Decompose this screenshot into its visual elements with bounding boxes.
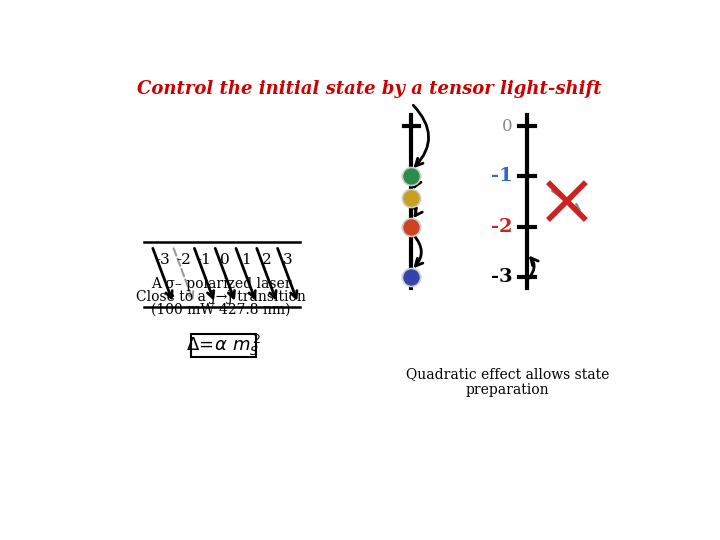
Text: 0: 0 [220,253,230,267]
Text: 3: 3 [282,253,292,267]
Text: -3: -3 [156,253,170,267]
FancyArrowPatch shape [528,258,538,278]
FancyArrowPatch shape [413,105,428,166]
Text: -3: -3 [491,267,513,286]
Text: 1: 1 [241,253,251,267]
Text: Control the initial state by a tensor light-shift: Control the initial state by a tensor li… [137,80,601,98]
Text: Close to a J→J transition: Close to a J→J transition [136,289,306,303]
Text: -1: -1 [491,167,513,185]
FancyArrowPatch shape [413,206,422,216]
Text: Quadratic effect allows state
preparation: Quadratic effect allows state preparatio… [406,367,609,397]
Text: -2: -2 [176,253,191,267]
FancyBboxPatch shape [191,334,256,357]
FancyArrowPatch shape [413,179,421,187]
Text: $\Delta\!=\!\alpha\ m_S^{\,2}$: $\Delta\!=\!\alpha\ m_S^{\,2}$ [186,333,261,359]
Text: (100 mW 427.8 nm): (100 mW 427.8 nm) [151,303,291,317]
Text: 0: 0 [503,118,513,135]
FancyArrowPatch shape [413,235,423,266]
Text: -1: -1 [197,253,212,267]
Text: -2: -2 [492,218,513,235]
Text: A σ– polarized laser: A σ– polarized laser [151,276,292,291]
Text: 2: 2 [261,253,271,267]
